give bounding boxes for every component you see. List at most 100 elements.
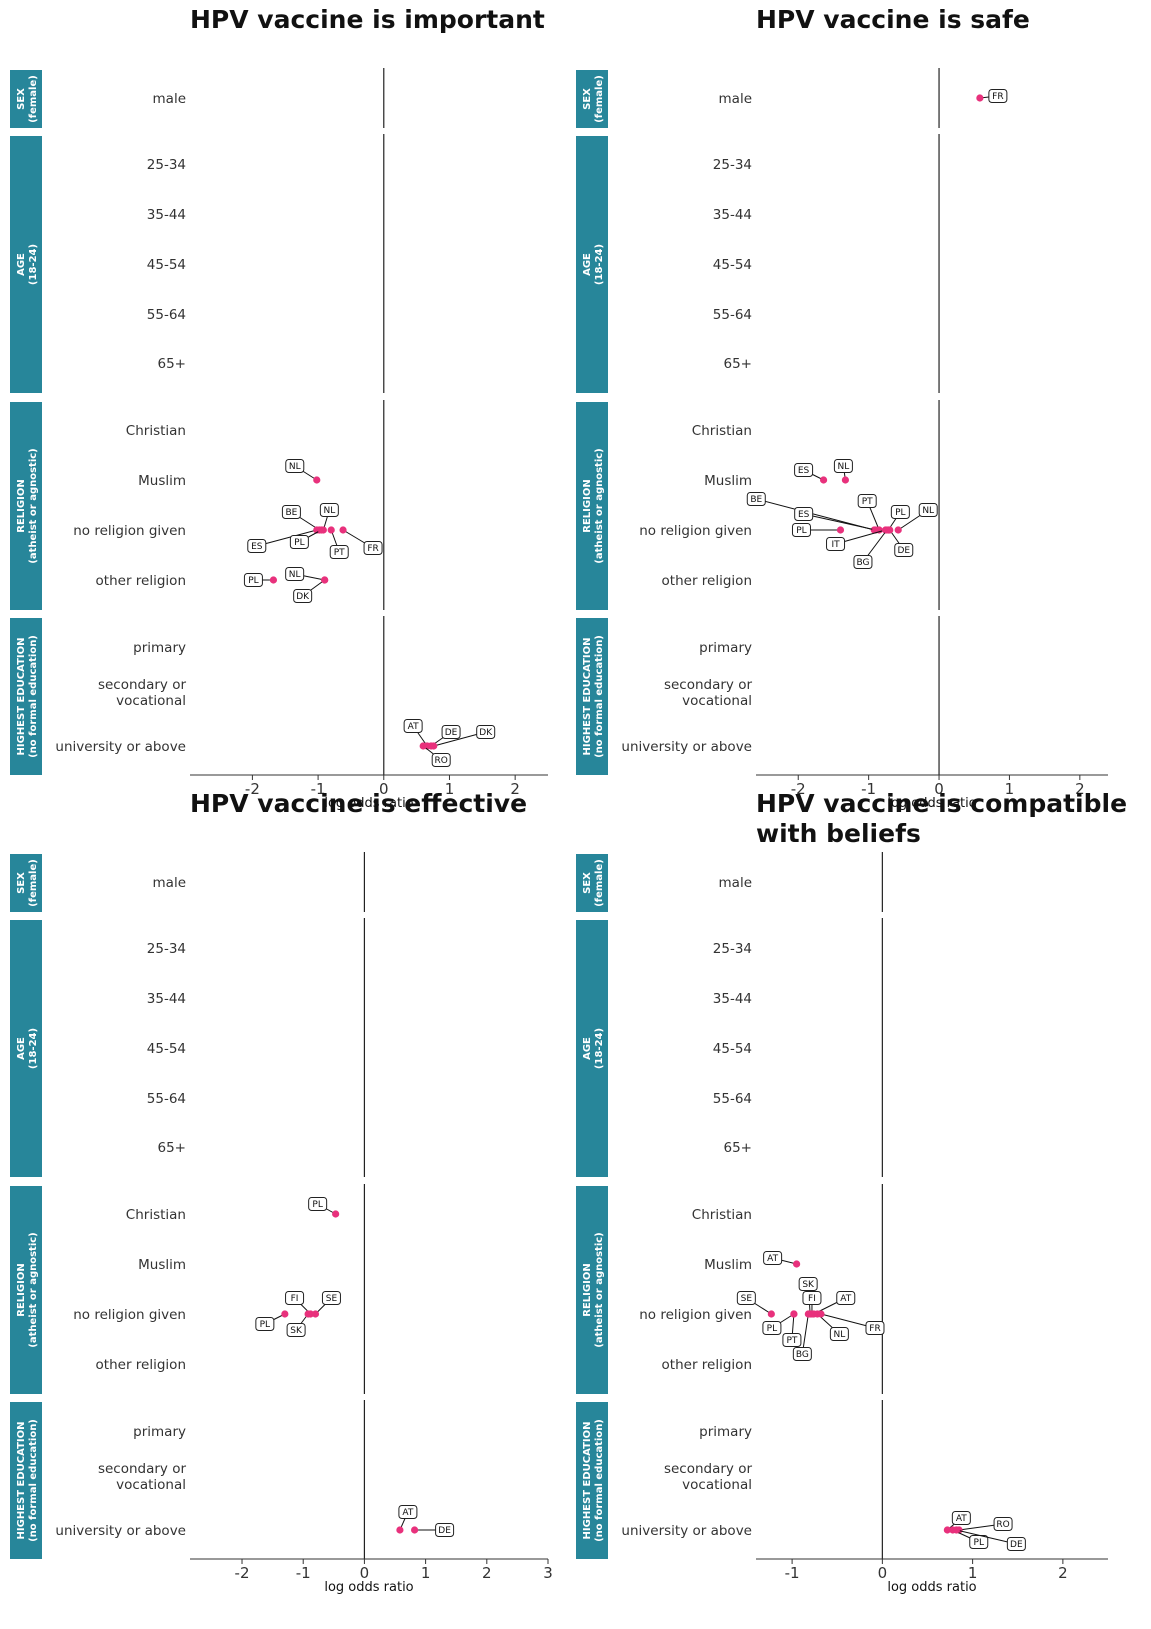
row-label: male: [153, 91, 186, 107]
point-label-box: [281, 505, 301, 519]
point-label-box: [289, 535, 309, 549]
point-label-box: [988, 89, 1008, 103]
point-label-box: [792, 1347, 812, 1361]
row-label: vocational: [682, 693, 752, 709]
row-label: 25-34: [147, 941, 186, 957]
row-label: 35-44: [147, 207, 186, 223]
x-tick-label: 0: [934, 780, 944, 798]
point-label: AT: [402, 1508, 413, 1518]
point-label: IT: [831, 540, 840, 550]
row-label: 45-54: [147, 257, 186, 273]
point-label: SE: [326, 1294, 338, 1304]
group-label: RELIGION(atheist or agnostic): [582, 1232, 605, 1347]
panel-1: HPV vaccine is important SEX(female) male A…: [10, 5, 548, 811]
data-point: [327, 526, 335, 534]
row-label: male: [153, 875, 186, 891]
panel-title: HPV vaccine is effective: [190, 789, 527, 818]
point-label: NL: [833, 1330, 845, 1340]
row-label: 35-44: [713, 991, 752, 1007]
x-tick-label: 2: [1075, 780, 1085, 798]
x-axis-label: log odds ratio: [324, 796, 413, 811]
row-label: no religion given: [73, 1307, 186, 1323]
data-point: [313, 476, 321, 484]
group-label: AGE(18-24): [582, 1028, 605, 1069]
row-label: Christian: [692, 1207, 752, 1223]
row-label: secondary or: [98, 677, 187, 693]
point-label-box: [918, 503, 938, 517]
point-label-box: [890, 505, 910, 519]
row-label: Muslim: [138, 1257, 186, 1273]
row-label: other religion: [96, 1357, 186, 1373]
point-label-box: [853, 555, 873, 569]
point-label-box: [476, 725, 496, 739]
point-label-box: [321, 1291, 341, 1305]
x-tick-label: 0: [360, 1564, 370, 1582]
row-label: vocational: [682, 1477, 752, 1493]
group-label: AGE(18-24): [582, 244, 605, 285]
point-label-box: [403, 719, 423, 733]
point-label: DK: [479, 728, 493, 738]
x-tick-label: 2: [482, 1564, 492, 1582]
point-label-box: [243, 573, 263, 587]
group-band: [576, 1186, 608, 1394]
data-point: [804, 1310, 812, 1318]
data-point: [419, 742, 427, 750]
x-tick-label: -1: [861, 780, 876, 798]
point-label-box: [857, 494, 877, 508]
point-label: PL: [796, 526, 806, 536]
group-band: [576, 920, 608, 1177]
point-label: PT: [786, 1336, 797, 1346]
row-label: 65+: [724, 356, 753, 372]
point-label: SE: [741, 1294, 753, 1304]
point-label-box: [308, 1197, 328, 1211]
row-label: 65+: [158, 356, 187, 372]
point-label: PL: [260, 1320, 270, 1330]
point-label: DK: [296, 592, 310, 602]
data-point: [281, 1310, 289, 1318]
point-label-box: [247, 539, 267, 553]
point-label: BE: [285, 508, 297, 518]
panel-title: HPV vaccine is safe: [756, 5, 1030, 34]
data-point: [894, 526, 902, 534]
data-point: [819, 476, 828, 484]
group-label: HIGHEST EDUCATION(no formal education): [16, 1419, 39, 1542]
row-label: Christian: [126, 423, 186, 439]
point-label: FR: [367, 544, 378, 554]
point-label-box: [746, 492, 766, 506]
group-label: AGE(18-24): [16, 244, 39, 285]
data-point: [790, 1310, 798, 1318]
panel-title: HPV vaccine is compatible: [756, 789, 1127, 818]
point-label-box: [285, 459, 305, 473]
point-label-box: [833, 459, 853, 473]
row-label: 55-64: [713, 1091, 752, 1107]
point-label: PL: [974, 1538, 984, 1548]
panel-title: with beliefs: [756, 819, 921, 848]
point-label-box: [782, 1333, 802, 1347]
point-label: DE: [897, 546, 910, 556]
group-label: SEX(female): [582, 75, 605, 123]
x-tick-label: 2: [1058, 1564, 1068, 1582]
group-band: [10, 854, 42, 912]
row-label: secondary or: [98, 1461, 187, 1477]
row-label: Muslim: [138, 473, 186, 489]
point-label-box: [329, 545, 349, 559]
group-label: HIGHEST EDUCATION(no formal education): [16, 635, 39, 758]
data-point: [817, 1310, 825, 1318]
point-label: FR: [869, 1324, 880, 1334]
group-label: SEX(female): [582, 859, 605, 907]
row-label: Muslim: [704, 473, 752, 489]
point-label: PL: [248, 576, 258, 586]
point-label-box: [894, 543, 914, 557]
group-label: SEX(female): [16, 859, 39, 907]
data-point: [767, 1310, 775, 1318]
point-label: RO: [435, 756, 448, 766]
point-label: ES: [251, 542, 263, 552]
panel-3: HPV vaccine is effective SEX(female) male A…: [10, 789, 553, 1595]
point-label-box: [762, 1321, 782, 1335]
row-label: no religion given: [639, 1307, 752, 1323]
point-label: AT: [767, 1254, 778, 1264]
row-label: vocational: [116, 1477, 186, 1493]
point-label: NL: [289, 570, 301, 580]
